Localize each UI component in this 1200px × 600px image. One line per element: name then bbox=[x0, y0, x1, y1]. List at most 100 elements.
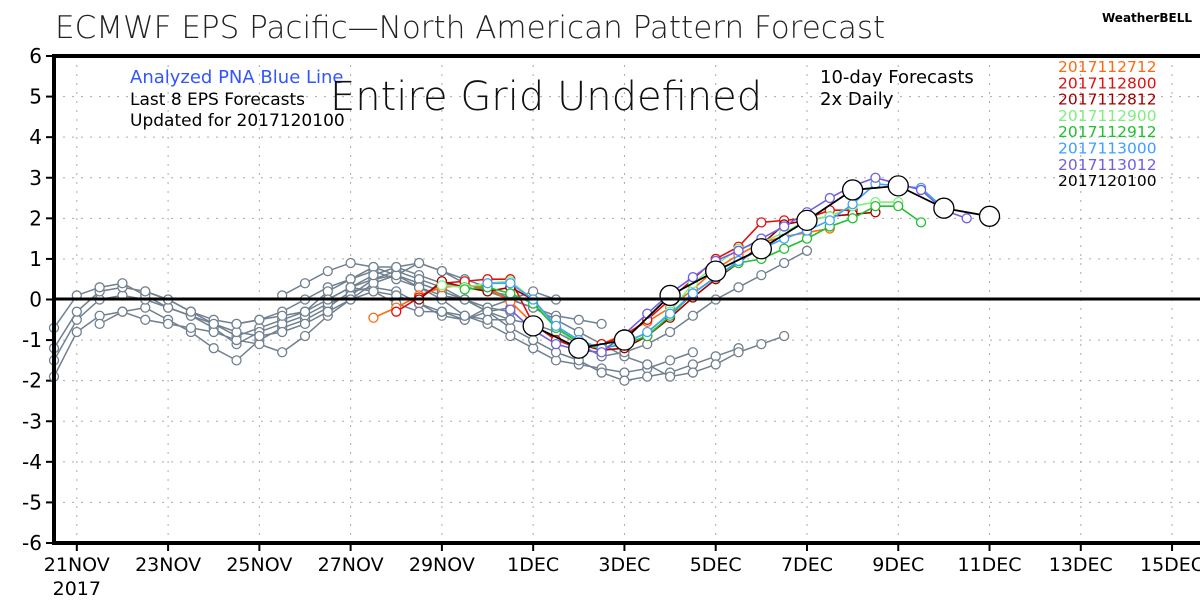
legend-entry: 2017112900 bbox=[1058, 107, 1157, 125]
x-tick-label: 25NOV bbox=[226, 554, 292, 576]
forecast-2017120100-point bbox=[613, 329, 636, 351]
last8-label: Last 8 EPS Forecasts bbox=[130, 90, 305, 110]
x-tick-label: 1DEC bbox=[507, 554, 559, 576]
older-forecast-point bbox=[208, 318, 219, 330]
older-forecast-point bbox=[345, 257, 356, 269]
forecast-2017120100-point bbox=[933, 197, 955, 219]
older-forecast-point bbox=[687, 347, 699, 358]
older-forecast-point bbox=[368, 286, 379, 297]
older-forecast-point bbox=[733, 282, 744, 293]
y-tick-label: 6 bbox=[29, 44, 42, 68]
older-forecast-point bbox=[619, 375, 630, 386]
y-tick-label: 4 bbox=[29, 125, 42, 149]
y-tick-label: -4 bbox=[22, 450, 42, 474]
older-forecast-point bbox=[528, 334, 539, 346]
y-tick-label: 5 bbox=[29, 85, 42, 109]
forecast-2017112912-point bbox=[779, 243, 790, 254]
x-tick-label: 23NOV bbox=[135, 554, 201, 576]
x-tick-label: 13DEC bbox=[1049, 554, 1113, 576]
older-forecast-point bbox=[687, 310, 699, 321]
forecast-2017120100-point bbox=[659, 284, 681, 307]
forecast-2017112912-point bbox=[893, 201, 904, 212]
older-forecast-point bbox=[664, 371, 676, 382]
older-forecast-point bbox=[322, 306, 333, 317]
older-forecast-point bbox=[94, 318, 105, 330]
forecast-2017112900-point bbox=[436, 280, 448, 291]
older-forecast-point bbox=[94, 282, 105, 293]
analyzed-label: Analyzed PNA Blue Line bbox=[130, 67, 344, 88]
older-forecast-point bbox=[482, 314, 493, 325]
updated-label: Updated for 2017120100 bbox=[130, 111, 345, 131]
forecast-2017120100 bbox=[522, 175, 1001, 359]
forecast-2017113000-point bbox=[824, 215, 835, 226]
y-tick-label: 0 bbox=[29, 288, 42, 312]
x-tick-label: 29NOV bbox=[409, 554, 475, 576]
older-forecast-point bbox=[299, 330, 311, 342]
forecast-2017120100-point bbox=[568, 337, 590, 359]
y-tick-label: 2 bbox=[29, 206, 42, 230]
older-forecast-point bbox=[779, 257, 790, 269]
legend: 2017112712201711280020171128122017112900… bbox=[1058, 58, 1157, 190]
forecast-2017113012-point bbox=[596, 347, 607, 358]
older-forecast-point bbox=[413, 306, 425, 317]
older-forecast-point bbox=[277, 310, 288, 321]
older-forecast-point bbox=[459, 310, 470, 321]
older-forecast-point bbox=[436, 265, 448, 277]
older-forecast-point bbox=[436, 306, 448, 317]
forecast-2017112912-point bbox=[505, 288, 516, 299]
forecast-2017120100-point bbox=[978, 205, 1001, 227]
forecast-2017112912-point bbox=[915, 217, 927, 228]
legend-entry: 2017112800 bbox=[1058, 74, 1157, 92]
older-forecast-point bbox=[733, 347, 744, 358]
forecast-2017112912-point bbox=[847, 213, 858, 224]
forecast-2017113000-point bbox=[847, 198, 858, 210]
forecast-2017113012-point bbox=[915, 184, 927, 196]
forecast-2017112912-point bbox=[459, 284, 470, 295]
legend-entry: 2017112712 bbox=[1058, 58, 1157, 76]
older-forecast-point bbox=[254, 314, 265, 325]
forecast-2017120100-point bbox=[705, 260, 727, 282]
forecast-2017120100-point bbox=[887, 175, 909, 197]
older-forecast-point bbox=[505, 314, 516, 325]
forecast-2017120100-point bbox=[522, 315, 544, 337]
forecast-2017113012-point bbox=[550, 338, 562, 350]
older-forecast-point bbox=[208, 343, 219, 354]
older-forecast-point bbox=[391, 261, 402, 273]
older-forecast-point bbox=[642, 371, 653, 382]
older-forecast-point bbox=[185, 306, 197, 317]
weatherbell-logo: WeatherBELL bbox=[1102, 11, 1192, 25]
x-tick-sublabel: 2017 bbox=[53, 578, 101, 600]
y-tick-label: -1 bbox=[22, 328, 42, 352]
older-forecast-point bbox=[71, 326, 82, 338]
older-forecast-point bbox=[299, 306, 311, 317]
older-forecast-point bbox=[140, 314, 151, 325]
older-forecast-point bbox=[117, 278, 128, 289]
older-forecast-point bbox=[299, 318, 311, 330]
older-forecast-point bbox=[413, 257, 425, 269]
older-forecast-point bbox=[162, 318, 174, 330]
forecast-2017113012-point bbox=[733, 245, 744, 256]
y-tick-label: 3 bbox=[29, 166, 42, 190]
older-forecast-point bbox=[596, 367, 607, 378]
x-tick-label: 7DEC bbox=[781, 554, 833, 576]
x-tick-label: 15DEC bbox=[1140, 554, 1200, 576]
forecast-2017113000-point bbox=[550, 320, 562, 332]
older-forecast-point bbox=[642, 359, 653, 370]
tenday-label: 10-day Forecasts bbox=[820, 67, 974, 88]
forecast-2017112800-point bbox=[756, 217, 767, 228]
legend-entry: 2017112812 bbox=[1058, 91, 1157, 109]
older-forecast-point bbox=[573, 314, 584, 325]
older-forecast-point bbox=[756, 269, 767, 281]
y-tick-label: -3 bbox=[22, 409, 42, 433]
forecast-2017113000-point bbox=[687, 288, 699, 299]
grid-undefined-label: Entire Grid Undefined bbox=[330, 74, 762, 120]
forecast-2017112800-point bbox=[391, 306, 402, 317]
y-tick-label: 1 bbox=[29, 247, 42, 271]
older-forecast-point bbox=[664, 355, 676, 366]
older-forecast-point bbox=[277, 326, 288, 338]
older-forecast-point bbox=[710, 359, 721, 370]
older-forecast-point bbox=[779, 330, 790, 342]
forecast-2017113000-point bbox=[505, 278, 516, 289]
older-forecast-point bbox=[322, 265, 333, 277]
